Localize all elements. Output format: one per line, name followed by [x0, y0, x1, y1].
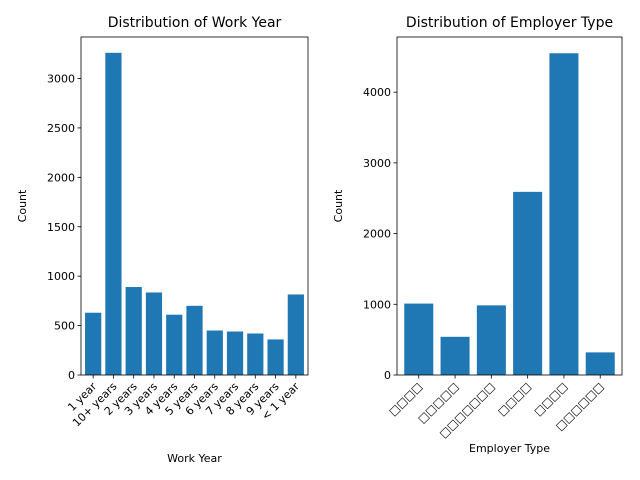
x-axis-label: Employer Type [469, 442, 550, 455]
y-tick-label: 2000 [47, 171, 75, 184]
y-tick-label: 4000 [363, 86, 391, 99]
bar [440, 336, 470, 375]
chart-title: Distribution of Employer Type [406, 15, 613, 31]
y-tick-label: 1000 [363, 298, 391, 311]
bar [513, 191, 543, 375]
y-tick-label: 3000 [47, 73, 75, 86]
bar [585, 352, 615, 375]
y-tick-label: 0 [68, 369, 75, 382]
y-tick-label: 500 [54, 320, 75, 333]
bar [267, 339, 284, 375]
bar [549, 53, 579, 375]
axes-frame [396, 36, 623, 376]
bar [166, 314, 183, 375]
bar [476, 305, 506, 375]
y-axis-label: Count [16, 189, 29, 222]
y-tick-label: 1000 [47, 270, 75, 283]
y-tick-label: 0 [384, 369, 391, 382]
y-tick-label: 3000 [363, 157, 391, 170]
bar [105, 52, 122, 375]
bar [145, 292, 163, 375]
y-axis-label: Count [332, 189, 345, 222]
bar [186, 305, 203, 375]
employer-type-chart: 01000200030004000□□□□□□□□□□□□□□□□□□□□□□□… [332, 15, 623, 455]
x-axis-label: Work Year [167, 452, 222, 465]
bar [226, 331, 244, 375]
y-tick-label: 1500 [47, 221, 75, 234]
y-tick-label: 2000 [363, 228, 391, 241]
chart-title: Distribution of Work Year [108, 15, 282, 31]
y-tick-label: 2500 [47, 122, 75, 135]
bar [125, 287, 142, 375]
bar [404, 303, 434, 375]
bar [206, 330, 223, 375]
bar [247, 333, 264, 375]
bar [85, 312, 102, 375]
bar [287, 294, 304, 375]
x-tick-label: □□□□ [495, 380, 534, 419]
